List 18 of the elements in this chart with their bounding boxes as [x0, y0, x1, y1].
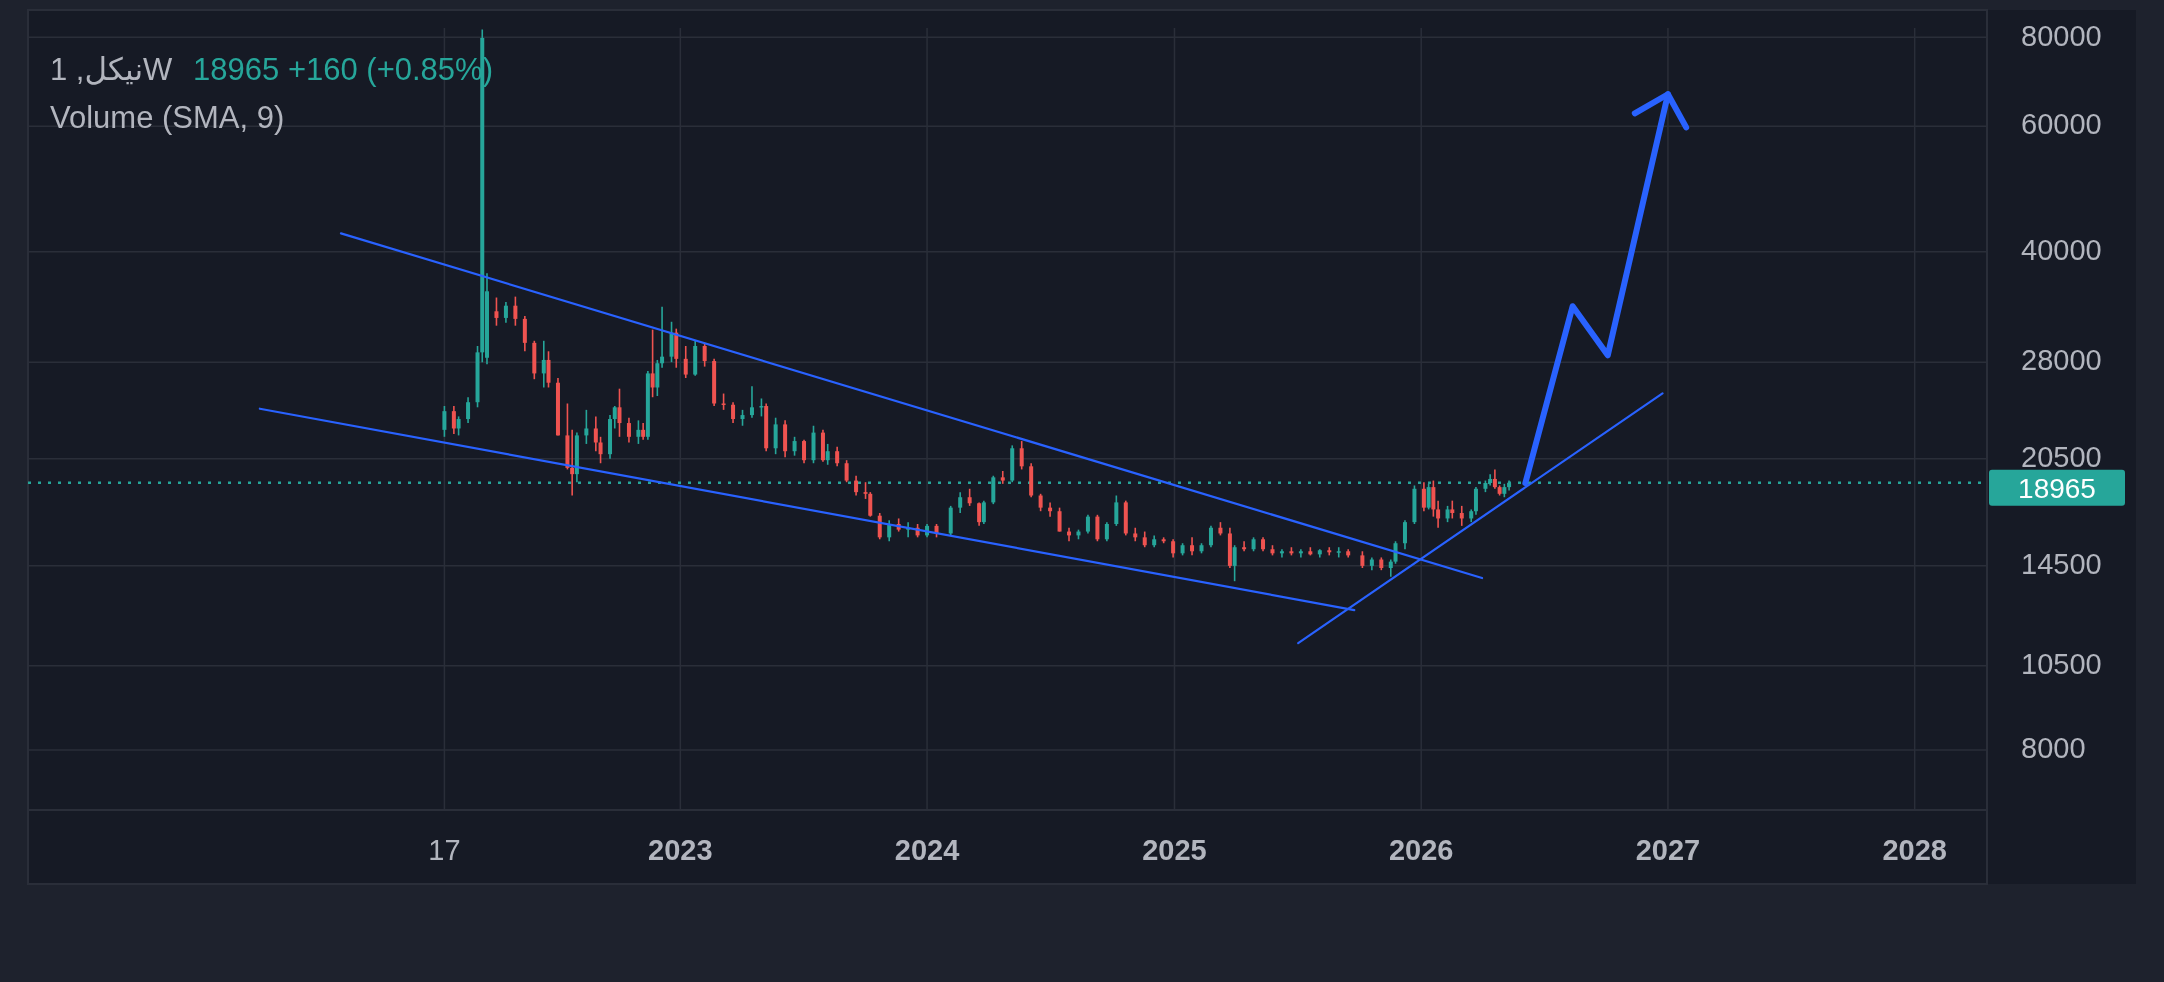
x-tick-label: 2026 — [1388, 834, 1454, 866]
annotation: Volume (SMA, 9) — [50, 100, 285, 135]
x-tick-label: 2025 — [1142, 834, 1207, 866]
y-tick-label: 28000 — [2021, 344, 2102, 377]
x-tick-label: 2027 — [1635, 834, 1701, 866]
x-tick-label: 17 — [428, 834, 461, 866]
x-tick-label: 2023 — [648, 834, 713, 866]
x-tick-label: 2028 — [1882, 834, 1947, 866]
text: نیکل, 1W — [50, 52, 174, 87]
y-tick-label: 40000 — [2021, 233, 2102, 266]
y-tick-label: 80000 — [2021, 20, 2102, 52]
y-tick-label: 10500 — [2021, 647, 2102, 680]
x-tick-label: 2024 — [894, 834, 960, 866]
y-tick-label: 60000 — [2021, 108, 2102, 141]
y-tick-label: 20500 — [2021, 440, 2102, 473]
ref-line-label: 18965 — [2018, 472, 2096, 504]
y-tick-label: 8000 — [2021, 731, 2086, 764]
y-tick-label: 14500 — [2021, 547, 2102, 580]
